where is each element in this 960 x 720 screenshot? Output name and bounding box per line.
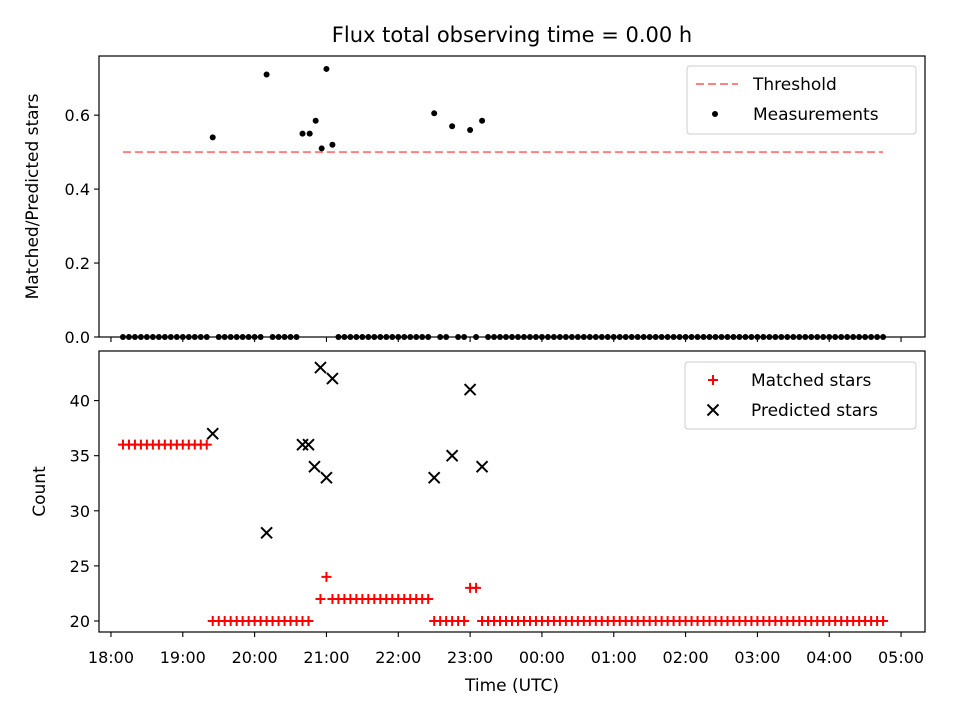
y-tick-label: 40 [70, 392, 90, 411]
measurement-point [449, 123, 456, 130]
legend-label: Measurements [753, 105, 879, 125]
matched-stars-point [201, 439, 212, 450]
matched-stars-point [459, 615, 470, 626]
x-tick-label: 02:00 [663, 648, 709, 667]
legend-label: Matched stars [751, 371, 871, 391]
y-tick-label: 0.0 [65, 328, 90, 347]
predicted-stars-point [475, 460, 489, 473]
matched-stars-point [471, 582, 482, 593]
plot-frame [98, 55, 926, 338]
legend-predicted-swatch [706, 403, 720, 417]
matched-stars-point [423, 593, 434, 604]
measurement-point [479, 117, 486, 124]
measurement-point [209, 134, 216, 141]
x-tick-label: 00:00 [519, 648, 565, 667]
x-tick-label: 04:00 [806, 648, 852, 667]
x-tick-label: 01:00 [591, 648, 637, 667]
legend-box [686, 65, 917, 135]
y-tick-label: 0.6 [65, 106, 90, 125]
legend-matched-swatch [708, 375, 718, 385]
x-tick-label: 21:00 [303, 648, 349, 667]
legend-label: Threshold [752, 75, 837, 95]
y-axis-label: Count [30, 466, 50, 517]
y-axis-label: Matched/Predicted stars [23, 93, 43, 299]
measurement-point [312, 117, 319, 124]
y-tick-label: 25 [70, 557, 90, 576]
legend-label: Predicted stars [751, 401, 878, 421]
predicted-stars-point [445, 449, 459, 462]
measurement-point [467, 126, 474, 133]
y-tick-label: 0.2 [65, 254, 90, 273]
x-tick-label: 19:00 [160, 648, 206, 667]
y-tick-label: 35 [70, 447, 90, 466]
predicted-stars-point [427, 471, 441, 484]
predicted-stars-point [320, 471, 333, 484]
predicted-stars-point [260, 526, 273, 540]
x-tick-label: 18:00 [88, 648, 134, 667]
legend-measurements-swatch [712, 111, 718, 117]
measurement-point [299, 130, 306, 137]
y-tick-label: 0.4 [65, 180, 90, 199]
legend-box [684, 361, 917, 430]
predicted-stars-point [302, 438, 315, 451]
matched-stars-point [878, 615, 889, 626]
measurement-point [323, 65, 330, 72]
x-tick-label: 03:00 [734, 648, 780, 667]
predicted-stars-point [206, 427, 219, 440]
x-tick-label: 23:00 [447, 648, 493, 667]
measurement-point [431, 110, 438, 117]
matched-stars-point [303, 615, 314, 626]
measurement-point [306, 130, 313, 137]
measurement-point [263, 71, 270, 78]
predicted-stars-point [314, 361, 327, 374]
predicted-stars-point [326, 372, 339, 385]
predicted-stars-point [463, 383, 477, 396]
measurement-point [318, 145, 325, 152]
matched-stars-point [321, 571, 332, 582]
predicted-stars-point [308, 460, 321, 473]
measurement-point [329, 141, 336, 148]
x-tick-label: 05:00 [878, 648, 924, 667]
chart-title: Flux total observing time = 0.00 h [332, 23, 692, 47]
y-tick-label: 30 [70, 502, 90, 521]
plot-frame [98, 350, 926, 633]
x-tick-label: 20:00 [232, 648, 278, 667]
x-axis-label: Time (UTC) [464, 676, 559, 696]
predicted-stars-point [296, 438, 309, 451]
y-tick-label: 20 [70, 612, 90, 631]
matched-stars-point [315, 593, 326, 604]
x-tick-label: 22:00 [375, 648, 421, 667]
